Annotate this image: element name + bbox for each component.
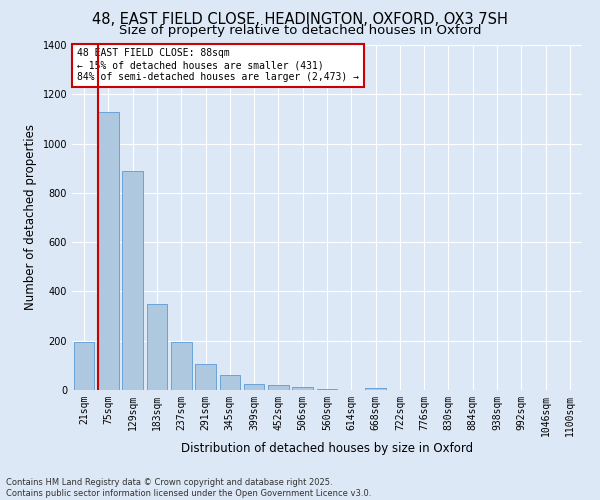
- Text: Contains HM Land Registry data © Crown copyright and database right 2025.
Contai: Contains HM Land Registry data © Crown c…: [6, 478, 371, 498]
- Bar: [195, 364, 216, 390]
- Bar: [365, 388, 386, 390]
- Bar: [292, 387, 313, 390]
- Y-axis label: Number of detached properties: Number of detached properties: [24, 124, 37, 310]
- Bar: [74, 342, 94, 390]
- Bar: [268, 384, 289, 390]
- Text: 48 EAST FIELD CLOSE: 88sqm
← 15% of detached houses are smaller (431)
84% of sem: 48 EAST FIELD CLOSE: 88sqm ← 15% of deta…: [77, 48, 359, 82]
- Bar: [98, 112, 119, 390]
- Bar: [122, 170, 143, 390]
- Bar: [220, 374, 240, 390]
- Bar: [244, 384, 265, 390]
- Bar: [317, 389, 337, 390]
- Bar: [171, 342, 191, 390]
- Text: Size of property relative to detached houses in Oxford: Size of property relative to detached ho…: [119, 24, 481, 37]
- Text: 48, EAST FIELD CLOSE, HEADINGTON, OXFORD, OX3 7SH: 48, EAST FIELD CLOSE, HEADINGTON, OXFORD…: [92, 12, 508, 28]
- X-axis label: Distribution of detached houses by size in Oxford: Distribution of detached houses by size …: [181, 442, 473, 454]
- Bar: [146, 304, 167, 390]
